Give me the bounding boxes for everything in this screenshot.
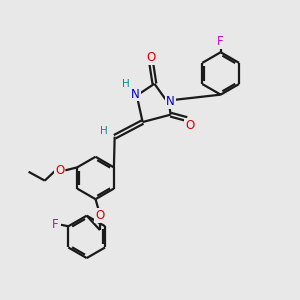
Text: O: O <box>185 119 194 132</box>
Text: H: H <box>100 126 107 136</box>
Text: F: F <box>218 35 224 48</box>
Text: F: F <box>52 218 59 231</box>
Text: O: O <box>185 119 194 132</box>
Text: O: O <box>55 164 64 177</box>
Text: O: O <box>95 209 105 222</box>
Text: H: H <box>122 79 129 89</box>
Text: H: H <box>122 79 129 89</box>
Text: N: N <box>166 95 175 108</box>
Text: F: F <box>218 35 224 48</box>
Text: O: O <box>147 51 156 64</box>
Text: O: O <box>147 51 156 64</box>
Text: N: N <box>131 88 140 100</box>
Text: O: O <box>55 164 64 177</box>
Text: F: F <box>52 218 59 231</box>
Text: H: H <box>100 126 107 136</box>
Text: N: N <box>166 95 175 108</box>
Text: N: N <box>131 88 140 100</box>
Text: O: O <box>95 209 105 222</box>
